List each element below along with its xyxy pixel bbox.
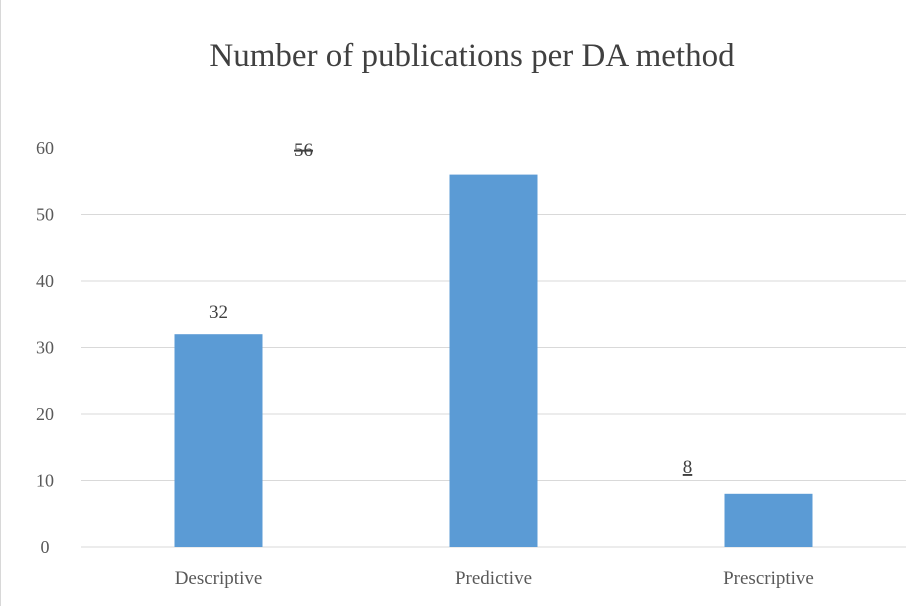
- y-tick-label: 20: [36, 404, 54, 424]
- x-tick-label: Descriptive: [175, 568, 263, 589]
- y-tick-label: 50: [36, 205, 54, 225]
- data-label: 56: [294, 140, 313, 161]
- y-tick-label: 60: [36, 138, 54, 158]
- bar-descriptive: [174, 334, 263, 547]
- y-tick-label: 30: [36, 338, 54, 358]
- y-axis-tick-labels: 0 10 20 30 40 50 60: [36, 138, 54, 557]
- bar-predictive: [449, 174, 538, 547]
- x-tick-label: Predictive: [455, 568, 532, 589]
- y-tick-label: 40: [36, 271, 54, 291]
- y-tick-label: 0: [41, 537, 50, 557]
- data-label: 32: [209, 302, 228, 323]
- data-labels: 32 56 8: [209, 140, 692, 478]
- bars: [174, 174, 813, 547]
- bar-prescriptive: [724, 493, 813, 547]
- x-axis-tick-labels: Descriptive Predictive Prescriptive: [175, 568, 814, 589]
- y-tick-label: 10: [36, 471, 54, 491]
- data-label: 8: [683, 457, 693, 478]
- x-tick-label: Prescriptive: [723, 568, 814, 589]
- chart-title: Number of publications per DA method: [209, 38, 735, 74]
